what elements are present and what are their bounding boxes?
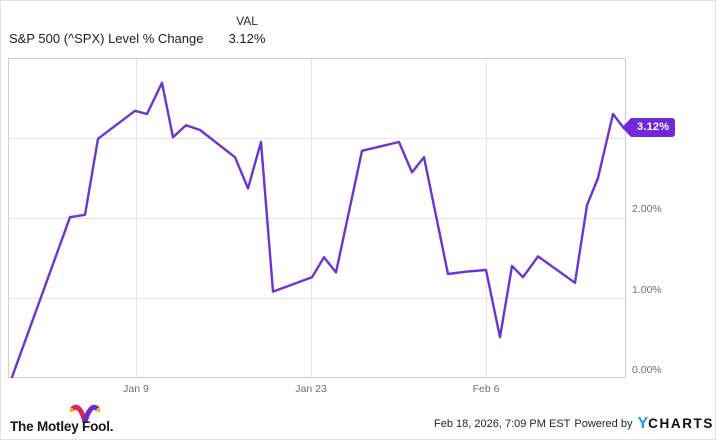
val-current-value: 3.12% [228,31,266,46]
x-axis-label-jan23: Jan 23 [295,383,327,395]
jester-hat-icon [69,404,101,423]
chart-plot-area [8,58,626,378]
ycharts-logo[interactable]: Y CHARTS [637,415,714,433]
chart-attribution: Feb 18, 2026, 7:09 PM EST Powered by Y C… [434,414,714,434]
x-axis-label-jan9: Jan 9 [123,383,149,395]
gridlines [8,58,626,378]
y-axis-label-2pct: 2.00% [632,203,662,215]
ycharts-wordmark: CHARTS [648,416,714,431]
badge-arrow-icon [622,118,631,137]
ycharts-y-mark: Y [637,415,649,432]
chart-title: S&P 500 (^SPX) Level % Change [9,31,204,46]
price-line [10,81,626,378]
y-axis-label-1pct: 1.00% [632,284,662,296]
plot-border [8,58,626,378]
chart-timestamp: Feb 18, 2026, 7:09 PM EST [434,418,571,430]
motley-fool-wordmark: The Motley Fool. [10,419,114,434]
val-column-header: VAL [236,14,258,28]
motley-fool-logo[interactable]: The Motley Fool. [10,403,130,437]
last-value-badge: 3.12% [622,118,676,137]
x-axis-label-feb6: Feb 6 [472,383,500,395]
y-axis-label-0pct: 0.00% [632,364,662,376]
badge-value: 3.12% [631,118,676,137]
powered-by-label: Powered by [574,418,633,430]
